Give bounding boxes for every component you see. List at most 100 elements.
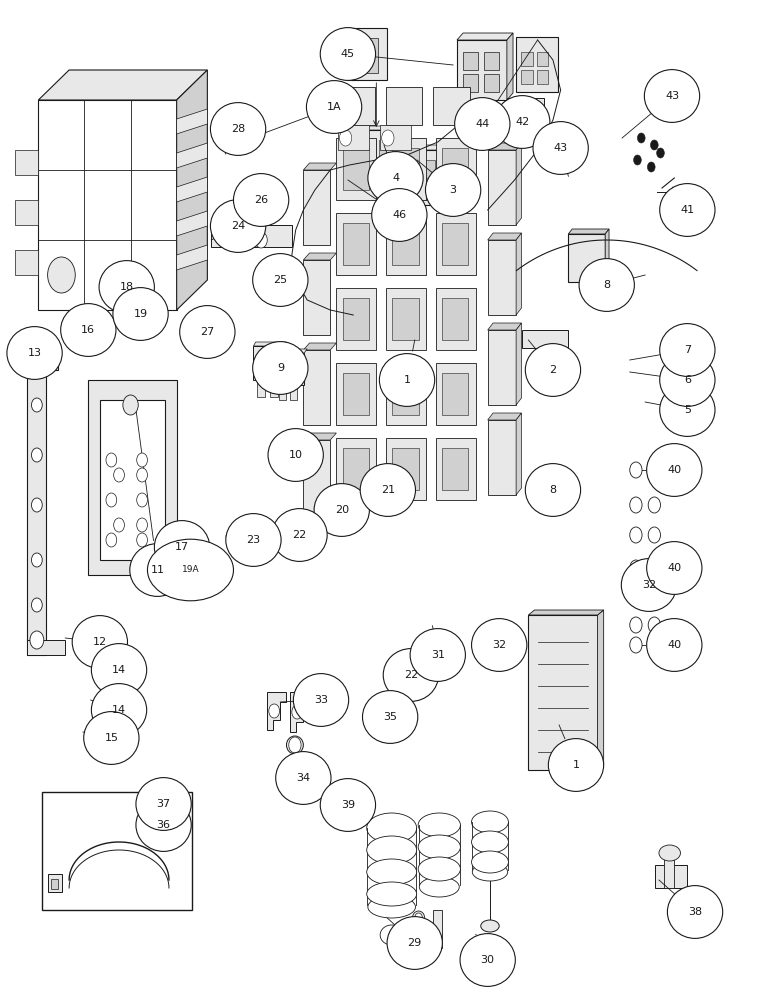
Bar <box>366 140 376 168</box>
Ellipse shape <box>180 306 235 358</box>
Circle shape <box>137 493 147 507</box>
Polygon shape <box>568 229 609 234</box>
Ellipse shape <box>210 103 266 155</box>
Text: 44: 44 <box>475 119 489 129</box>
Bar <box>528 615 598 770</box>
Circle shape <box>277 449 286 461</box>
Circle shape <box>630 497 642 513</box>
Ellipse shape <box>72 616 127 668</box>
Text: 40: 40 <box>667 640 681 650</box>
Bar <box>442 148 468 190</box>
Text: 36: 36 <box>157 820 170 830</box>
Ellipse shape <box>390 214 406 230</box>
Bar <box>442 448 468 490</box>
Ellipse shape <box>418 835 460 859</box>
Ellipse shape <box>647 542 702 594</box>
Text: 6: 6 <box>684 375 691 385</box>
Circle shape <box>630 560 642 576</box>
Ellipse shape <box>460 934 515 986</box>
Bar <box>51 879 58 889</box>
Ellipse shape <box>276 752 331 804</box>
Text: 8: 8 <box>603 280 611 290</box>
Ellipse shape <box>455 98 510 150</box>
Text: 31: 31 <box>431 650 445 660</box>
Polygon shape <box>488 233 521 240</box>
Text: 43: 43 <box>665 91 679 101</box>
Ellipse shape <box>306 81 362 133</box>
Ellipse shape <box>367 859 416 885</box>
Ellipse shape <box>367 813 416 843</box>
Text: 13: 13 <box>28 348 41 358</box>
Circle shape <box>114 518 124 532</box>
Circle shape <box>137 468 147 482</box>
Bar <box>442 373 468 415</box>
Polygon shape <box>488 330 516 405</box>
Text: 29: 29 <box>408 938 422 948</box>
Bar <box>336 138 376 200</box>
Ellipse shape <box>472 863 508 881</box>
Ellipse shape <box>660 184 715 236</box>
Bar <box>379 140 388 168</box>
Ellipse shape <box>387 917 442 969</box>
Polygon shape <box>528 610 604 615</box>
Ellipse shape <box>372 189 427 241</box>
Circle shape <box>31 448 42 462</box>
Bar <box>484 52 499 70</box>
Circle shape <box>648 462 660 478</box>
Polygon shape <box>507 33 513 100</box>
Bar <box>279 384 286 400</box>
Bar <box>521 52 533 66</box>
Circle shape <box>114 468 124 482</box>
Polygon shape <box>605 229 609 282</box>
Bar <box>392 223 419 265</box>
Circle shape <box>339 130 352 146</box>
Circle shape <box>31 553 42 567</box>
Ellipse shape <box>113 288 168 340</box>
Circle shape <box>647 162 655 172</box>
Bar <box>433 87 470 125</box>
Circle shape <box>123 395 138 415</box>
Polygon shape <box>177 143 207 168</box>
Circle shape <box>648 560 660 576</box>
Bar <box>100 400 165 560</box>
Circle shape <box>648 617 660 633</box>
Circle shape <box>106 453 117 467</box>
Text: 18: 18 <box>120 282 134 292</box>
Bar <box>349 130 407 175</box>
Text: 22: 22 <box>293 530 306 540</box>
Bar <box>425 182 435 200</box>
Text: 11: 11 <box>151 565 164 575</box>
Bar <box>336 288 376 350</box>
Polygon shape <box>253 342 286 346</box>
Bar <box>391 140 400 168</box>
Text: 33: 33 <box>314 695 328 705</box>
Ellipse shape <box>660 384 715 436</box>
Bar <box>463 52 478 70</box>
Circle shape <box>648 587 660 603</box>
Bar <box>537 52 548 66</box>
Polygon shape <box>15 250 38 275</box>
Ellipse shape <box>367 836 416 864</box>
Bar <box>343 148 369 190</box>
Circle shape <box>292 705 303 719</box>
Text: 25: 25 <box>273 275 287 285</box>
Bar <box>386 138 426 200</box>
Text: 34: 34 <box>296 773 310 783</box>
Text: 35: 35 <box>383 712 397 722</box>
Bar <box>484 74 499 92</box>
Bar <box>275 353 304 385</box>
Text: 41: 41 <box>680 205 694 215</box>
Polygon shape <box>516 323 521 405</box>
Ellipse shape <box>360 464 415 516</box>
Bar <box>290 384 297 400</box>
Circle shape <box>630 462 642 478</box>
Text: 14: 14 <box>112 665 126 675</box>
Bar <box>338 87 375 125</box>
Ellipse shape <box>368 707 385 723</box>
Bar <box>336 213 376 275</box>
Polygon shape <box>27 640 65 655</box>
Bar <box>386 87 422 125</box>
Ellipse shape <box>425 164 481 216</box>
Bar <box>457 40 507 100</box>
Circle shape <box>637 133 645 143</box>
